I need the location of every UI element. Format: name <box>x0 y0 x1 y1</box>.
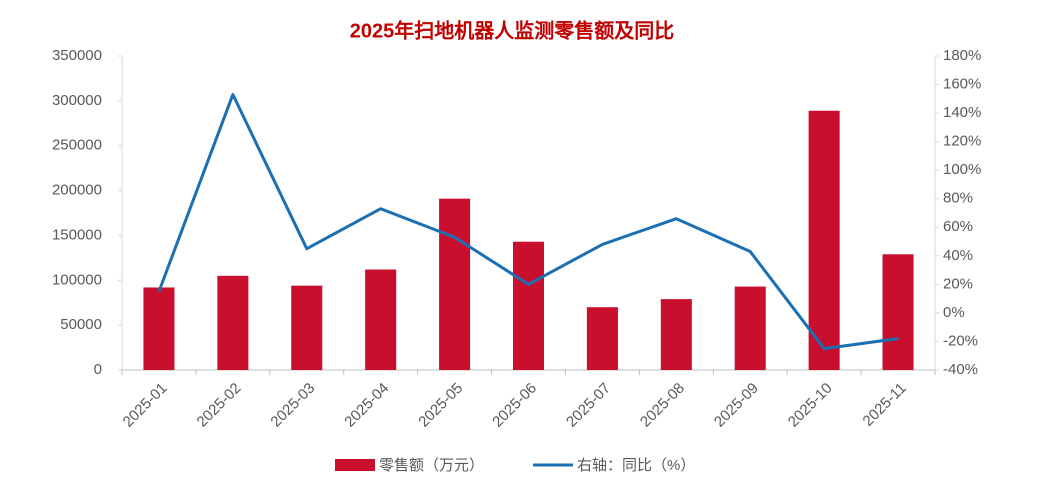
x-tick-label: 2025-02 <box>194 380 245 431</box>
bar <box>882 254 914 370</box>
x-tick-label: 2025-11 <box>860 380 910 430</box>
y2-tick-label: 140% <box>943 104 981 121</box>
y2-tick-label: 160% <box>943 76 981 93</box>
y2-tick-label: 60% <box>943 218 973 235</box>
y2-tick-label: 120% <box>943 133 981 150</box>
y-tick-label: 150000 <box>52 226 102 243</box>
legend-swatch <box>335 459 375 471</box>
y-tick-label: 300000 <box>52 92 102 109</box>
bar <box>734 286 766 370</box>
bar <box>143 287 175 370</box>
x-tick-label: 2025-10 <box>785 380 836 431</box>
x-tick-label: 2025-05 <box>415 380 466 431</box>
y2-tick-label: 180% <box>943 47 981 64</box>
y-tick-label: 50000 <box>60 316 102 333</box>
x-tick-label: 2025-03 <box>267 380 318 431</box>
y-tick-label: 350000 <box>52 47 102 64</box>
chart-title: 2025年扫地机器人监测零售额及同比 <box>350 18 675 42</box>
y2-tick-label: -20% <box>943 332 978 349</box>
y2-tick-label: 20% <box>943 275 973 292</box>
line <box>157 93 899 351</box>
y-tick-label: 200000 <box>52 182 102 199</box>
x-tick-label: 2025-09 <box>711 380 762 431</box>
y2-tick-label: 100% <box>943 161 981 178</box>
y2-tick-label: -40% <box>943 361 978 378</box>
y-tick-label: 250000 <box>52 137 102 154</box>
y2-tick-label: 40% <box>943 247 973 264</box>
bar <box>808 110 840 371</box>
x-tick-label: 2025-08 <box>637 380 688 431</box>
y-tick-label: 100000 <box>52 271 102 288</box>
legend-label: 零售额（万元） <box>379 457 484 474</box>
x-tick-label: 2025-07 <box>563 380 614 431</box>
bar <box>660 299 692 370</box>
x-tick-label: 2025-01 <box>120 380 171 431</box>
bar <box>217 275 249 370</box>
bar <box>291 285 323 370</box>
x-tick-label: 2025-06 <box>489 380 540 431</box>
bar <box>439 198 471 370</box>
y2-tick-label: 80% <box>943 190 973 207</box>
bar <box>586 307 618 370</box>
x-tick-label: 2025-04 <box>341 380 392 431</box>
y2-tick-label: 0% <box>943 304 965 321</box>
bar <box>365 269 397 370</box>
y-tick-label: 0 <box>94 361 102 378</box>
bar <box>512 241 545 370</box>
legend-label: 右轴：同比（%） <box>577 457 695 474</box>
